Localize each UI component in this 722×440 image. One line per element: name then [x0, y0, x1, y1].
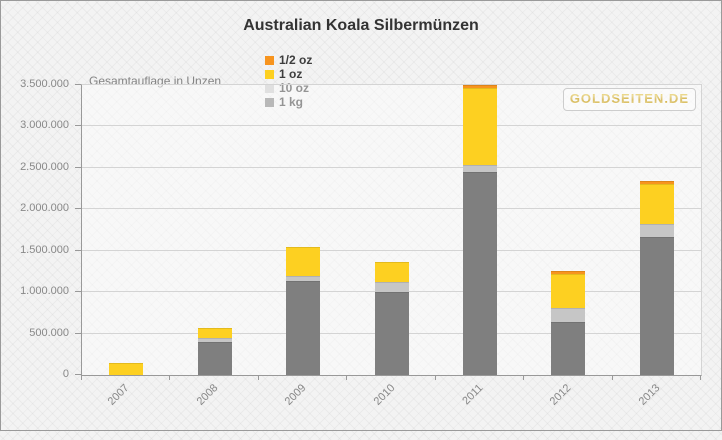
- y-axis-label: 500.000: [29, 327, 69, 339]
- x-axis-label-2011: 2011: [460, 382, 486, 408]
- y-axis-tick: [75, 374, 81, 375]
- legend-item-label: 1 kg: [279, 95, 304, 109]
- legend-swatch-icon: [265, 69, 274, 79]
- x-axis-label-2008: 2008: [194, 382, 221, 408]
- watermark-badge: GOLDSEITEN.DE: [562, 88, 696, 111]
- y-axis-label: 3.500.000: [20, 78, 69, 90]
- y-axis-tick: [75, 291, 81, 292]
- y-axis-tick: [75, 208, 81, 209]
- bar-segment-2009-1-oz: [286, 247, 320, 276]
- y-axis-tick: [75, 125, 81, 126]
- y-axis-label: 2.500.000: [20, 161, 69, 173]
- bar-segment-2012-1-oz: [551, 274, 585, 308]
- bar-segment-2007-1-oz: [109, 363, 143, 375]
- bar-segment-2008-1-kg: [198, 342, 232, 375]
- gridline: [82, 250, 701, 251]
- bar-segment-2010-10-oz: [375, 282, 409, 292]
- bar-segment-2009-10-oz: [286, 276, 320, 281]
- x-axis-tick: [346, 375, 347, 380]
- legend-item-1-oz: 1 oz: [265, 67, 312, 81]
- y-axis-tick: [75, 167, 81, 168]
- bar-segment-2011-1-oz: [463, 88, 497, 165]
- gridline: [82, 125, 701, 126]
- bar-segment-2013-1-kg: [640, 237, 674, 375]
- legend-item-1-2-oz: 1/2 oz: [265, 53, 312, 67]
- y-axis-label: 1.000.000: [20, 285, 69, 297]
- chart-canvas: { "chart_data": { "type": "bar", "stacke…: [0, 0, 722, 431]
- bar-segment-2011-1-kg: [463, 172, 497, 375]
- legend-swatch-icon: [265, 97, 274, 107]
- x-axis-label-2010: 2010: [371, 382, 397, 408]
- x-axis-label-2009: 2009: [282, 382, 309, 408]
- y-axis-tick: [75, 250, 81, 251]
- bar-segment-2012-10-oz: [551, 308, 585, 322]
- bar-segment-2013-1-2-oz: [640, 181, 674, 184]
- bar-segment-2012-1-2-oz: [551, 271, 585, 274]
- x-axis-label-2013: 2013: [636, 382, 663, 408]
- x-axis-tick: [81, 375, 82, 380]
- gridline: [82, 167, 701, 168]
- y-axis-label: 2.000.000: [20, 202, 69, 214]
- x-axis-tick: [612, 375, 613, 380]
- y-axis-tick: [75, 84, 81, 85]
- bar-segment-2011-1-2-oz: [463, 85, 497, 88]
- bar-segment-2013-1-oz: [640, 184, 674, 224]
- legend-swatch-icon: [265, 83, 274, 93]
- x-axis-label-2007: 2007: [105, 382, 132, 408]
- chart-title: Australian Koala Silbermünzen: [243, 17, 479, 34]
- x-axis-tick: [169, 375, 170, 380]
- y-axis-label: 3.000.000: [20, 119, 69, 131]
- x-axis-tick: [258, 375, 259, 380]
- x-axis-tick: [435, 375, 436, 380]
- x-axis-tick: [700, 375, 701, 380]
- legend-item-label: 1/2 oz: [279, 53, 313, 67]
- bar-segment-2013-10-oz: [640, 224, 674, 237]
- bar-segment-2012-1-kg: [551, 322, 585, 375]
- y-axis-label: 0: [62, 368, 69, 380]
- bar-segment-2009-1-kg: [286, 281, 320, 375]
- legend-item-label: 1 oz: [279, 67, 303, 81]
- bar-segment-2010-1-kg: [375, 292, 409, 375]
- gridline: [82, 208, 701, 209]
- watermark-text: GOLDSEITEN.DE: [569, 91, 689, 106]
- bar-segment-2008-10-oz: [198, 338, 232, 342]
- y-axis-label: 1.500.000: [20, 244, 69, 256]
- x-axis-label-2012: 2012: [548, 382, 574, 408]
- bar-segment-2008-1-oz: [198, 328, 232, 338]
- plot-area: GOLDSEITEN.DE: [81, 84, 702, 376]
- legend-swatch-icon: [265, 55, 274, 65]
- x-axis-tick: [523, 375, 524, 380]
- bar-segment-2010-1-oz: [375, 262, 409, 282]
- bar-segment-2011-10-oz: [463, 165, 497, 172]
- legend-item-1-kg: 1 kg: [265, 95, 312, 109]
- y-axis-tick: [75, 333, 81, 334]
